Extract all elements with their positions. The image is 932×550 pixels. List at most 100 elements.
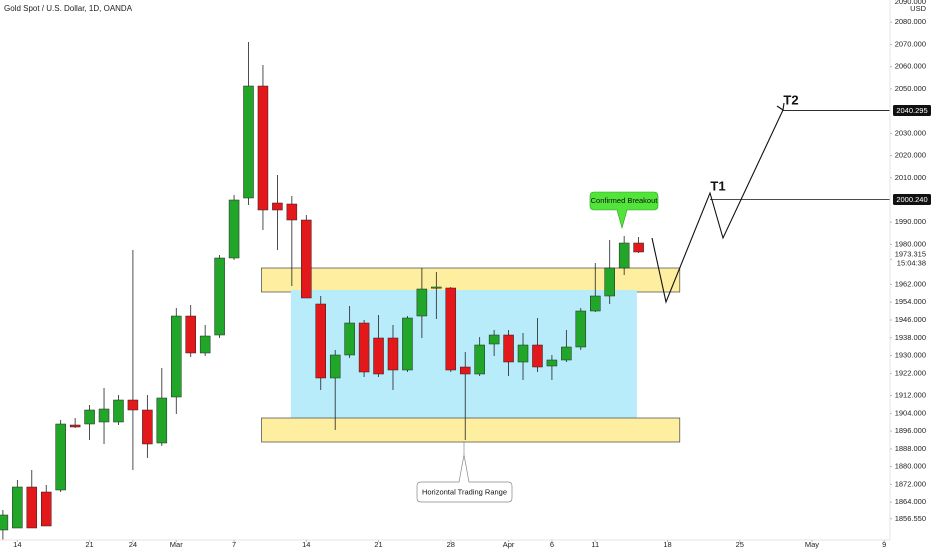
t1-label: T1 — [710, 178, 725, 193]
candle-body — [55, 423, 66, 491]
candle-body — [12, 486, 23, 529]
x-tick-label: 21 — [85, 540, 93, 549]
y-tick-label: 1880.000 — [895, 462, 926, 471]
overlay — [710, 110, 890, 200]
y-tick-label: 1930.000 — [895, 351, 926, 360]
price-tag — [893, 193, 931, 205]
y-tick-label: 2060.000 — [895, 62, 926, 71]
candle-body — [142, 409, 153, 445]
currency-label: USD — [910, 4, 926, 13]
candle-body — [113, 399, 124, 423]
y-tick-label: 1904.000 — [895, 408, 926, 417]
y-tick-label: 1990.000 — [895, 217, 926, 226]
candle-body — [618, 242, 630, 269]
y-tick-label: 1912.000 — [895, 391, 926, 400]
candle-body — [387, 337, 399, 371]
chart-title: Gold Spot / U.S. Dollar, 1D, OANDA — [4, 4, 133, 13]
y-tick-label: 1864.000 — [895, 497, 926, 506]
y-tick-label: 1938.000 — [895, 333, 926, 342]
zone — [261, 267, 681, 293]
x-tick-label: Mar — [170, 540, 183, 549]
x-tick-label: 6 — [550, 540, 554, 549]
candle-body — [344, 322, 355, 356]
candle-body — [156, 397, 168, 444]
y-tick-label: 1922.000 — [895, 368, 926, 377]
x-tick-label: 25 — [736, 540, 744, 549]
candle-body — [633, 242, 644, 253]
candle-body — [84, 409, 95, 425]
x-tick-label: 14 — [302, 540, 310, 549]
axes: 2040.295 2000.240 2090.000 2080.000 2070.000… — [13, 0, 931, 549]
candle-body — [517, 344, 529, 363]
y-tick-label: 2070.000 — [895, 39, 926, 48]
zone — [290, 290, 637, 418]
last-price-label: 1973.315 — [895, 249, 926, 258]
zone — [261, 417, 681, 443]
candle-body — [459, 366, 471, 375]
candle-body — [171, 315, 182, 398]
candle-body — [272, 202, 283, 211]
y-tick-label: 1872.000 — [895, 479, 926, 488]
breakout-label: Confirmed Breakout — [591, 196, 659, 205]
y-tick-label: 1888.000 — [895, 444, 926, 453]
range-label: Horizontal Trading Range — [422, 487, 507, 496]
x-tick-label: Apr — [503, 540, 515, 549]
candle-body — [373, 337, 384, 375]
candle-body — [185, 315, 196, 354]
candle-body — [488, 334, 500, 345]
y-tick-label: 2030.000 — [895, 128, 926, 137]
candle-body — [315, 303, 326, 379]
y-tick-label: 1946.000 — [895, 315, 926, 324]
countdown-label: 15:04:38 — [897, 258, 926, 267]
breakout-bubble — [589, 191, 659, 230]
candle-body — [127, 399, 139, 411]
projection-path — [651, 109, 784, 304]
candle-body — [604, 267, 615, 297]
x-tick-label: 21 — [374, 540, 382, 549]
candle-body — [40, 491, 52, 527]
y-tick-label: 1954.000 — [895, 297, 926, 306]
y-tick-label: 1962.000 — [895, 279, 926, 288]
candle-body — [286, 203, 298, 221]
candle-body — [590, 295, 601, 312]
x-tick-label: May — [805, 540, 819, 549]
candle-body — [503, 334, 514, 363]
candle-body — [329, 354, 341, 379]
candle-body — [26, 486, 38, 529]
x-tick-label: 24 — [129, 540, 137, 549]
candle-body — [474, 344, 485, 375]
candle-body — [257, 85, 269, 211]
candle-body — [69, 424, 81, 428]
candle-body — [228, 199, 240, 259]
price-tag-label: 2040.295 — [896, 106, 927, 115]
x-tick-label: 18 — [663, 540, 671, 549]
y-tick-label: 2080.000 — [895, 17, 926, 26]
candle-body — [416, 288, 428, 317]
range-bubble — [416, 454, 513, 503]
candle-body — [575, 310, 587, 348]
candle-body — [532, 344, 543, 368]
projection-arrow — [776, 102, 785, 111]
candle-body — [199, 335, 211, 354]
x-tick-label: 14 — [13, 540, 21, 549]
t2-label: T2 — [783, 92, 798, 107]
price-tag — [893, 104, 931, 116]
candle-body — [243, 85, 254, 199]
candle-body — [301, 219, 312, 299]
candle-body — [0, 514, 9, 531]
candles — [0, 42, 644, 540]
candle-body — [445, 287, 457, 371]
x-tick-label: 28 — [447, 540, 455, 549]
candle-body — [431, 286, 442, 289]
x-tick-label: 7 — [232, 540, 236, 549]
candle-body — [358, 322, 370, 373]
candle-body — [561, 346, 572, 361]
y-tick-label: 2020.000 — [895, 151, 926, 160]
y-tick-label: 2010.000 — [895, 173, 926, 182]
candle-body — [214, 257, 225, 336]
x-tick-label: 11 — [591, 540, 599, 549]
y-tick-label: 1896.000 — [895, 426, 926, 435]
price-tag-label: 2000.240 — [896, 195, 927, 204]
y-tick-label: 2050.000 — [895, 84, 926, 93]
